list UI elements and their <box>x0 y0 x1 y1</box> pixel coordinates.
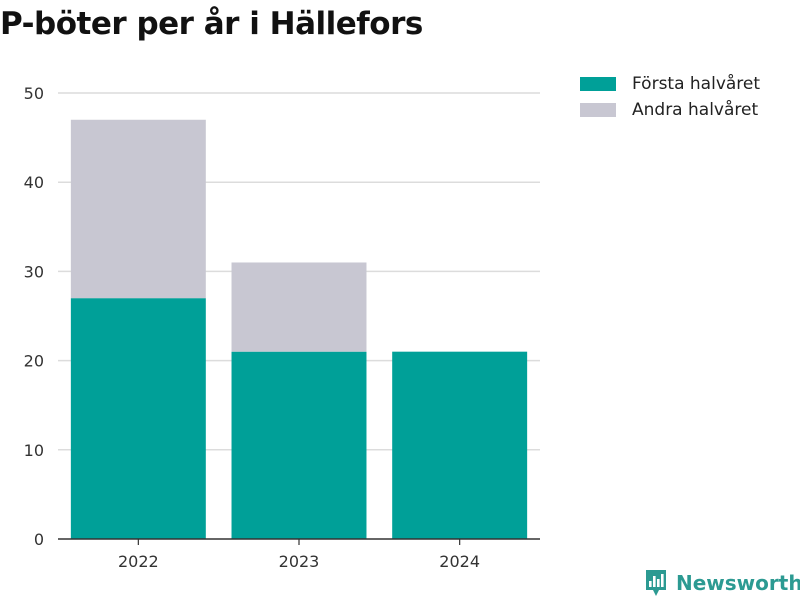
x-axis: 2022 2023 2024 <box>58 538 540 571</box>
y-tick-label-10: 10 <box>24 441 44 460</box>
newsworthy-logo[interactable]: Newsworthy <box>644 568 800 598</box>
y-tick-label-30: 30 <box>24 262 44 281</box>
brand-name: Newsworthy <box>676 571 800 595</box>
bar-2023-series-0 <box>231 351 367 539</box>
y-tick-label-0: 0 <box>34 530 44 549</box>
x-tick-label-2024: 2024 <box>439 552 480 571</box>
bars <box>70 119 528 539</box>
x-tick-label-2022: 2022 <box>118 552 159 571</box>
legend-label-andra: Andra halvåret <box>632 100 759 120</box>
legend: Första halvåret Andra halvåret <box>580 73 760 125</box>
bar-2022-series-1 <box>70 119 206 299</box>
legend-swatch-forsta <box>580 77 616 91</box>
y-tick-label-40: 40 <box>24 173 44 192</box>
y-tick-label-20: 20 <box>24 352 44 371</box>
legend-label-forsta: Första halvåret <box>632 74 761 94</box>
y-tick-label-50: 50 <box>24 84 44 103</box>
chart-title: P-böter per år i Hällefors <box>0 6 423 42</box>
legend-item-forsta[interactable]: Första halvåret <box>580 73 760 95</box>
bar-chart-badge-icon <box>646 570 666 596</box>
legend-swatch-andra <box>580 103 616 117</box>
bar-2023-series-1 <box>231 262 367 352</box>
legend-item-andra[interactable]: Andra halvåret <box>580 99 760 121</box>
bar-2022-series-0 <box>70 298 206 539</box>
y-axis: 0 10 20 30 40 50 <box>24 84 44 549</box>
x-tick-label-2023: 2023 <box>279 552 320 571</box>
bar-2024-series-0 <box>392 351 528 539</box>
